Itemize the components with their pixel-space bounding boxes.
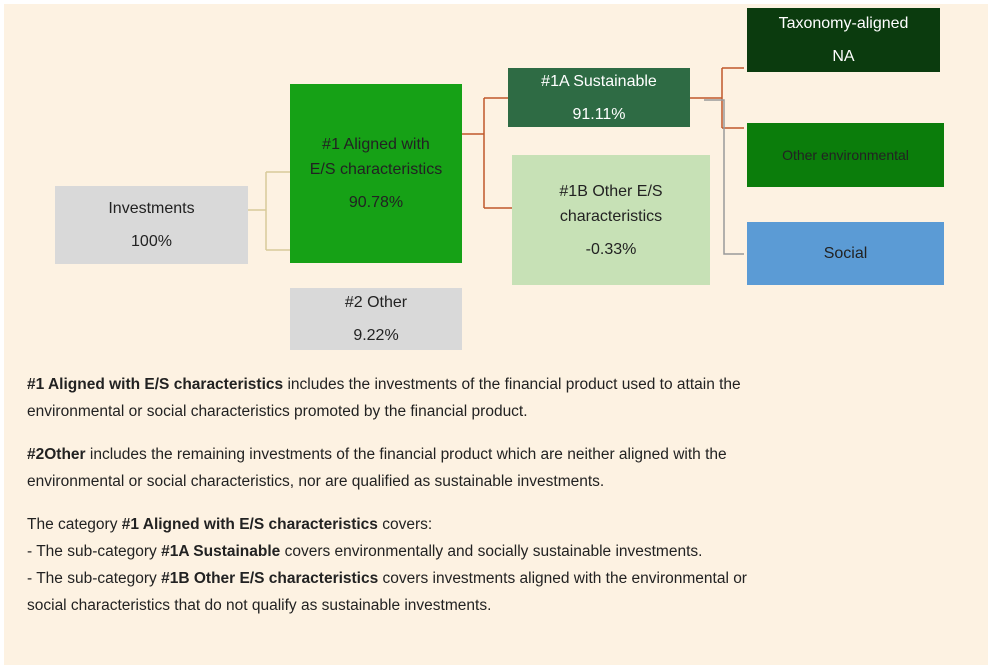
text-run: covers environmentally and socially sust… <box>280 543 703 560</box>
node-label: 90.78% <box>348 194 404 211</box>
node-label: #1 Aligned with <box>322 136 430 153</box>
connector <box>690 67 744 129</box>
text-run: - The sub-category <box>27 543 162 560</box>
paragraph-line: The category #1 Aligned with E/S charact… <box>27 511 432 538</box>
node-label: Investments <box>108 200 195 217</box>
node-label: Other environmental <box>782 146 909 163</box>
text-run: covers: <box>377 516 433 533</box>
text-run: #1A Sustainable <box>161 543 281 560</box>
connectors <box>248 67 744 255</box>
node-label: #2 Other <box>344 294 408 311</box>
text-run: covers investments aligned with the envi… <box>378 570 747 587</box>
node-box: #1 Aligned with E/S characteristics 90.78% <box>290 84 462 263</box>
connector <box>704 99 744 255</box>
text-run: #2Other <box>27 446 86 463</box>
paragraph-line: - The sub-category #1A Sustainable cover… <box>27 538 702 565</box>
node-label: #1A Sustainable <box>541 72 657 90</box>
text-run: includes the investments of the financia… <box>283 376 741 393</box>
text-run: #1B Other E/S characteristics <box>161 570 379 587</box>
connector <box>248 171 290 251</box>
text-run: #1 Aligned with E/S characteristics <box>121 516 378 533</box>
text-run: The category <box>27 516 122 533</box>
node-box: #1B Other E/S characteristics -0.33% <box>512 155 710 285</box>
node-box: Other environmental <box>747 123 944 187</box>
node-label: #1B Other E/S <box>559 182 663 200</box>
paragraph-line: #2Other includes the remaining investmen… <box>27 441 727 468</box>
paragraph-line: environmental or social characteristics … <box>27 398 528 425</box>
node-box: #1A Sustainable 91.11% <box>508 68 690 127</box>
node-label: Taxonomy-aligned <box>778 15 909 32</box>
paragraph-line: social characteristics that do not quali… <box>27 592 491 619</box>
text-run: environmental or social characteristics … <box>27 403 528 420</box>
node-label: -0.33% <box>585 240 637 258</box>
paragraph-line: #1 Aligned with E/S characteristics incl… <box>27 371 741 398</box>
node-label: NA <box>832 48 855 65</box>
node-label: characteristics <box>559 207 663 225</box>
page: Investments 100% #1 Aligned with E/S charac… <box>4 4 988 665</box>
paragraph-line: environmental or social characteristics,… <box>27 468 604 495</box>
node-label: 91.11% <box>572 105 626 123</box>
text-run: environmental or social characteristics,… <box>27 473 605 490</box>
node-label: E/S characteristics <box>309 161 443 178</box>
text-run: includes the remaining investments of th… <box>85 446 727 463</box>
text-run: - The sub-category <box>27 570 162 587</box>
node-label: 100% <box>131 233 172 250</box>
text-run: social characteristics that do not quali… <box>27 597 492 614</box>
node-box: Investments 100% <box>55 186 248 264</box>
node-box: Social <box>747 222 944 285</box>
paragraph-line: - The sub-category #1B Other E/S charact… <box>27 565 747 592</box>
node-label: 9.22% <box>353 327 399 344</box>
node-label: Social <box>823 245 868 262</box>
node-box: Taxonomy-aligned NA <box>747 8 940 72</box>
node-box: #2 Other 9.22% <box>290 288 462 350</box>
connector <box>462 97 512 209</box>
text-run: #1 Aligned with E/S characteristics <box>27 376 284 393</box>
